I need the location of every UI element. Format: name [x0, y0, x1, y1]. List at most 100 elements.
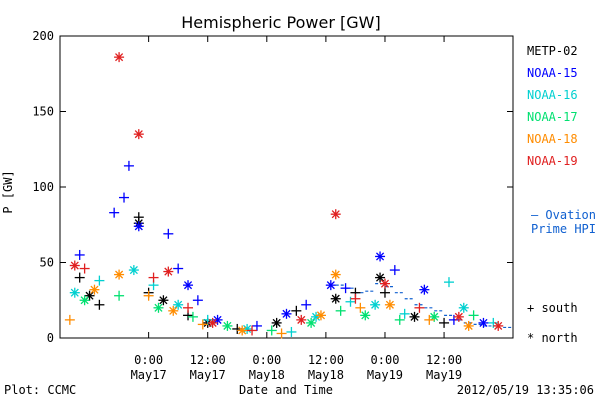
data-point — [109, 207, 120, 218]
data-point — [375, 272, 386, 283]
data-point — [424, 314, 435, 325]
data-point — [94, 275, 105, 286]
data-point — [168, 305, 179, 316]
x-tick-time: 12:00 — [308, 353, 344, 367]
legend-entry: NOAA-15 — [527, 66, 578, 80]
data-points — [64, 52, 504, 339]
data-point — [133, 221, 144, 232]
y-tick-label: 50 — [40, 256, 54, 270]
data-point — [330, 293, 341, 304]
plot-timestamp: 2012/05/19 13:35:06 — [457, 383, 594, 397]
x-tick-time: 12:00 — [190, 353, 226, 367]
data-point — [306, 317, 317, 328]
ovation-legend-line2: Prime HPI — [531, 222, 596, 236]
data-point — [128, 265, 139, 276]
y-tick-label: 150 — [32, 105, 54, 119]
data-point — [163, 228, 174, 239]
legend-entry: NOAA-18 — [527, 132, 578, 146]
ovation-legend-line1: — Ovation — [531, 208, 596, 222]
marker-legend-entry: * north — [527, 331, 578, 345]
data-point — [350, 293, 361, 304]
data-point — [123, 160, 134, 171]
data-point — [414, 302, 425, 313]
data-point — [79, 295, 90, 306]
legend-entry: METP-02 — [527, 44, 578, 58]
data-point — [340, 283, 351, 294]
data-point — [419, 284, 430, 295]
data-point — [291, 305, 302, 316]
legend-entry: NOAA-17 — [527, 110, 578, 124]
data-point — [69, 287, 80, 298]
y-tick-label: 0 — [47, 331, 54, 345]
data-point — [325, 280, 336, 291]
legend: METP-02 NOAA-15 NOAA-16 NOAA-17 NOAA-18 NOAA-… — [527, 44, 596, 345]
data-point — [439, 317, 450, 328]
data-point — [335, 305, 346, 316]
legend-entry: NOAA-19 — [527, 154, 578, 168]
data-point — [69, 260, 80, 271]
data-point — [315, 310, 326, 321]
x-axis-label: Date and Time — [239, 383, 333, 397]
y-tick-label: 200 — [32, 29, 54, 43]
x-tick-time: 0:00 — [252, 353, 281, 367]
data-point — [247, 325, 258, 336]
y-tick-label: 100 — [32, 180, 54, 194]
data-point — [89, 284, 100, 295]
x-tick-date: May18 — [308, 368, 344, 382]
data-point — [399, 308, 410, 319]
data-point — [207, 317, 218, 328]
data-point — [379, 287, 390, 298]
plot-credit: Plot: CCMC — [4, 383, 76, 397]
data-point — [183, 302, 194, 313]
data-point — [74, 272, 85, 283]
data-point — [94, 299, 105, 310]
data-point — [133, 129, 144, 140]
data-point — [330, 269, 341, 280]
x-tick-time: 0:00 — [134, 353, 163, 367]
data-point — [493, 320, 504, 331]
x-axis: 0:00May1712:00May170:00May1812:00May180:… — [131, 36, 462, 382]
data-point — [301, 299, 312, 310]
y-axis: 0 50 100 150 200 — [32, 29, 513, 345]
chart-title: Hemispheric Power [GW] — [181, 13, 380, 32]
data-point — [276, 328, 287, 339]
data-point — [237, 325, 248, 336]
data-point — [478, 317, 489, 328]
marker-legend-entry: + south — [527, 301, 578, 315]
data-point — [148, 272, 159, 283]
data-point — [360, 310, 371, 321]
x-tick-date: May19 — [426, 368, 462, 382]
x-tick-date: May18 — [249, 368, 285, 382]
data-point — [251, 320, 262, 331]
data-point — [64, 314, 75, 325]
legend-entry: NOAA-16 — [527, 88, 578, 102]
data-point — [370, 299, 381, 310]
data-point — [281, 308, 292, 319]
y-axis-label: P [GW] — [1, 170, 15, 213]
data-point — [271, 317, 282, 328]
data-point — [453, 311, 464, 322]
data-point — [286, 326, 297, 337]
data-point — [183, 280, 194, 291]
data-point — [114, 290, 125, 301]
data-point — [296, 314, 307, 325]
data-point — [458, 302, 469, 313]
data-point — [79, 263, 90, 274]
data-point — [463, 320, 474, 331]
data-point — [266, 325, 277, 336]
x-tick-time: 0:00 — [371, 353, 400, 367]
x-tick-time: 12:00 — [426, 353, 462, 367]
data-point — [379, 278, 390, 289]
x-tick-date: May17 — [190, 368, 226, 382]
data-point — [163, 266, 174, 277]
data-point — [173, 299, 184, 310]
data-point — [158, 295, 169, 306]
data-point — [197, 319, 208, 330]
x-tick-date: May17 — [131, 368, 167, 382]
data-point — [468, 310, 479, 321]
data-point — [389, 265, 400, 276]
data-point — [443, 277, 454, 288]
data-point — [384, 299, 395, 310]
data-point — [192, 295, 203, 306]
